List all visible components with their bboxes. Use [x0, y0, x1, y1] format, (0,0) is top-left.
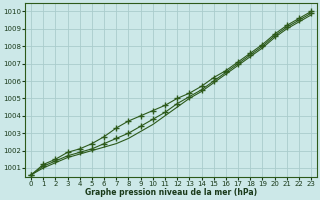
X-axis label: Graphe pression niveau de la mer (hPa): Graphe pression niveau de la mer (hPa) [85, 188, 257, 197]
